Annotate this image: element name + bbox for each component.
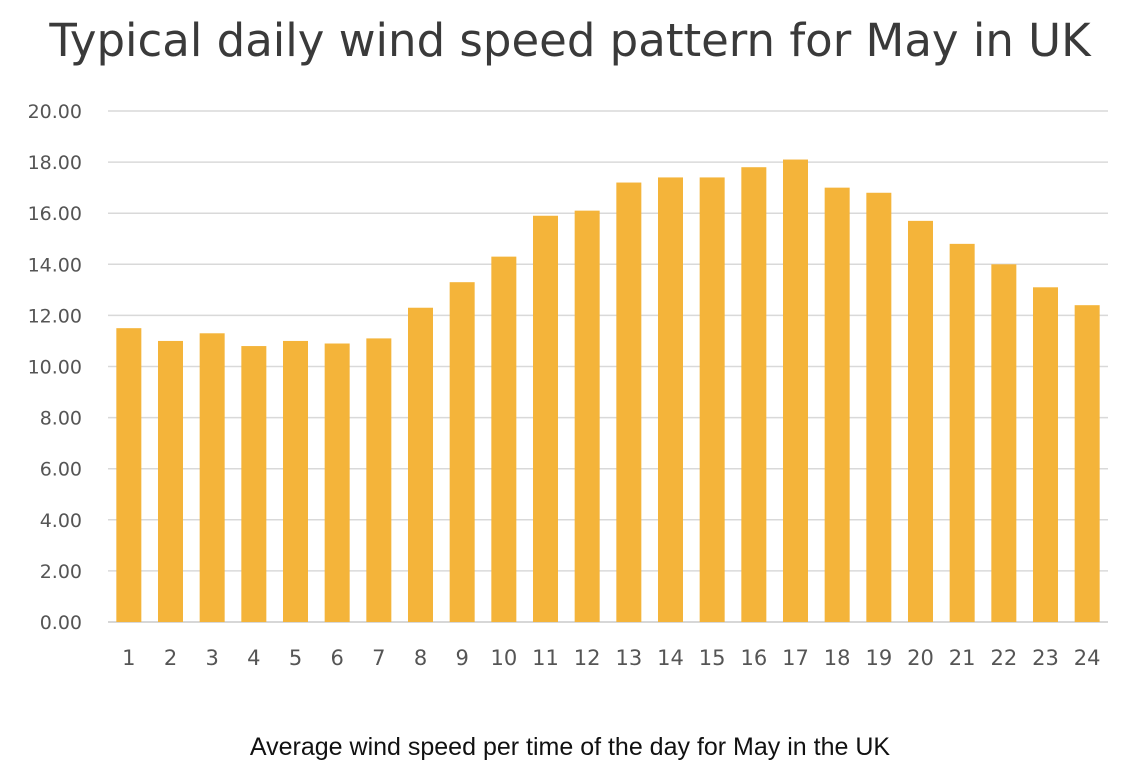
bar-chart: 0.00 2.00 4.00 6.00 8.00 10.00 12.00 14.00 16.00… [28,101,1108,670]
x-tick-label: 23 [1032,646,1059,670]
x-tick-label: 20 [907,646,934,670]
bar-16 [741,167,767,622]
x-tick-label: 21 [949,646,976,670]
chart-title: Typical daily wind speed pattern for May… [49,14,1091,67]
x-tick-label: 10 [490,646,517,670]
y-tick-label: 20.00 [28,101,82,123]
y-axis-ticks: 0.00 2.00 4.00 6.00 8.00 10.00 12.00 14.00 16.00… [28,101,82,634]
x-tick-label: 17 [782,646,809,670]
bar-2 [158,340,183,622]
y-tick-label: 14.00 [28,254,82,276]
x-tick-label: 1 [122,646,135,670]
x-tick-label: 12 [574,646,601,670]
x-tick-label: 7 [372,646,385,670]
bar-13 [616,182,642,623]
y-tick-label: 10.00 [28,357,82,379]
y-tick-label: 0.00 [40,612,82,634]
bar-9 [449,282,475,622]
x-tick-label: 15 [699,646,726,670]
bar-5 [283,340,308,622]
x-tick-label: 5 [289,646,302,670]
bar-1 [116,328,142,622]
y-tick-label: 4.00 [40,510,82,532]
bar-12 [574,210,600,622]
bar-22 [991,264,1017,622]
x-axis-ticks: 1 2 3 4 5 6 7 8 9 10 11 12 13 14 15 16 17 18 19 20 21 22 23 24 [122,646,1100,670]
x-tick-label: 6 [330,646,343,670]
x-tick-label: 8 [414,646,427,670]
x-tick-label: 11 [532,646,559,670]
bar-8 [408,307,433,622]
x-tick-label: 18 [824,646,851,670]
x-tick-label: 4 [247,646,260,670]
bar-20 [908,220,933,623]
bar-18 [824,187,850,622]
bar-3 [199,333,225,622]
bar-14 [658,177,683,622]
x-tick-label: 16 [740,646,767,670]
y-tick-label: 12.00 [28,305,82,327]
x-tick-label: 22 [990,646,1017,670]
bar-21 [949,243,975,623]
y-tick-label: 16.00 [28,203,82,225]
x-tick-label: 9 [455,646,468,670]
bar-7 [366,338,392,622]
y-tick-label: 2.00 [40,561,82,583]
x-tick-label: 19 [865,646,892,670]
y-tick-label: 18.00 [28,152,82,174]
x-tick-label: 3 [205,646,218,670]
bar-17 [783,159,808,623]
y-tick-label: 8.00 [40,408,82,430]
bar-19 [866,192,892,622]
bar-23 [1033,287,1058,622]
bar-6 [324,343,350,622]
gridlines [108,110,1108,623]
y-tick-label: 6.00 [40,459,82,481]
x-tick-label: 2 [164,646,177,670]
bar-10 [491,256,517,622]
bar-24 [1074,305,1100,622]
bar-15 [699,177,725,622]
bars [116,159,1100,623]
figure-caption: Average wind speed per time of the day f… [249,733,891,761]
bar-4 [241,346,267,622]
x-tick-label: 24 [1074,646,1101,670]
x-tick-label: 14 [657,646,684,670]
x-tick-label: 13 [615,646,642,670]
bar-11 [533,215,558,622]
